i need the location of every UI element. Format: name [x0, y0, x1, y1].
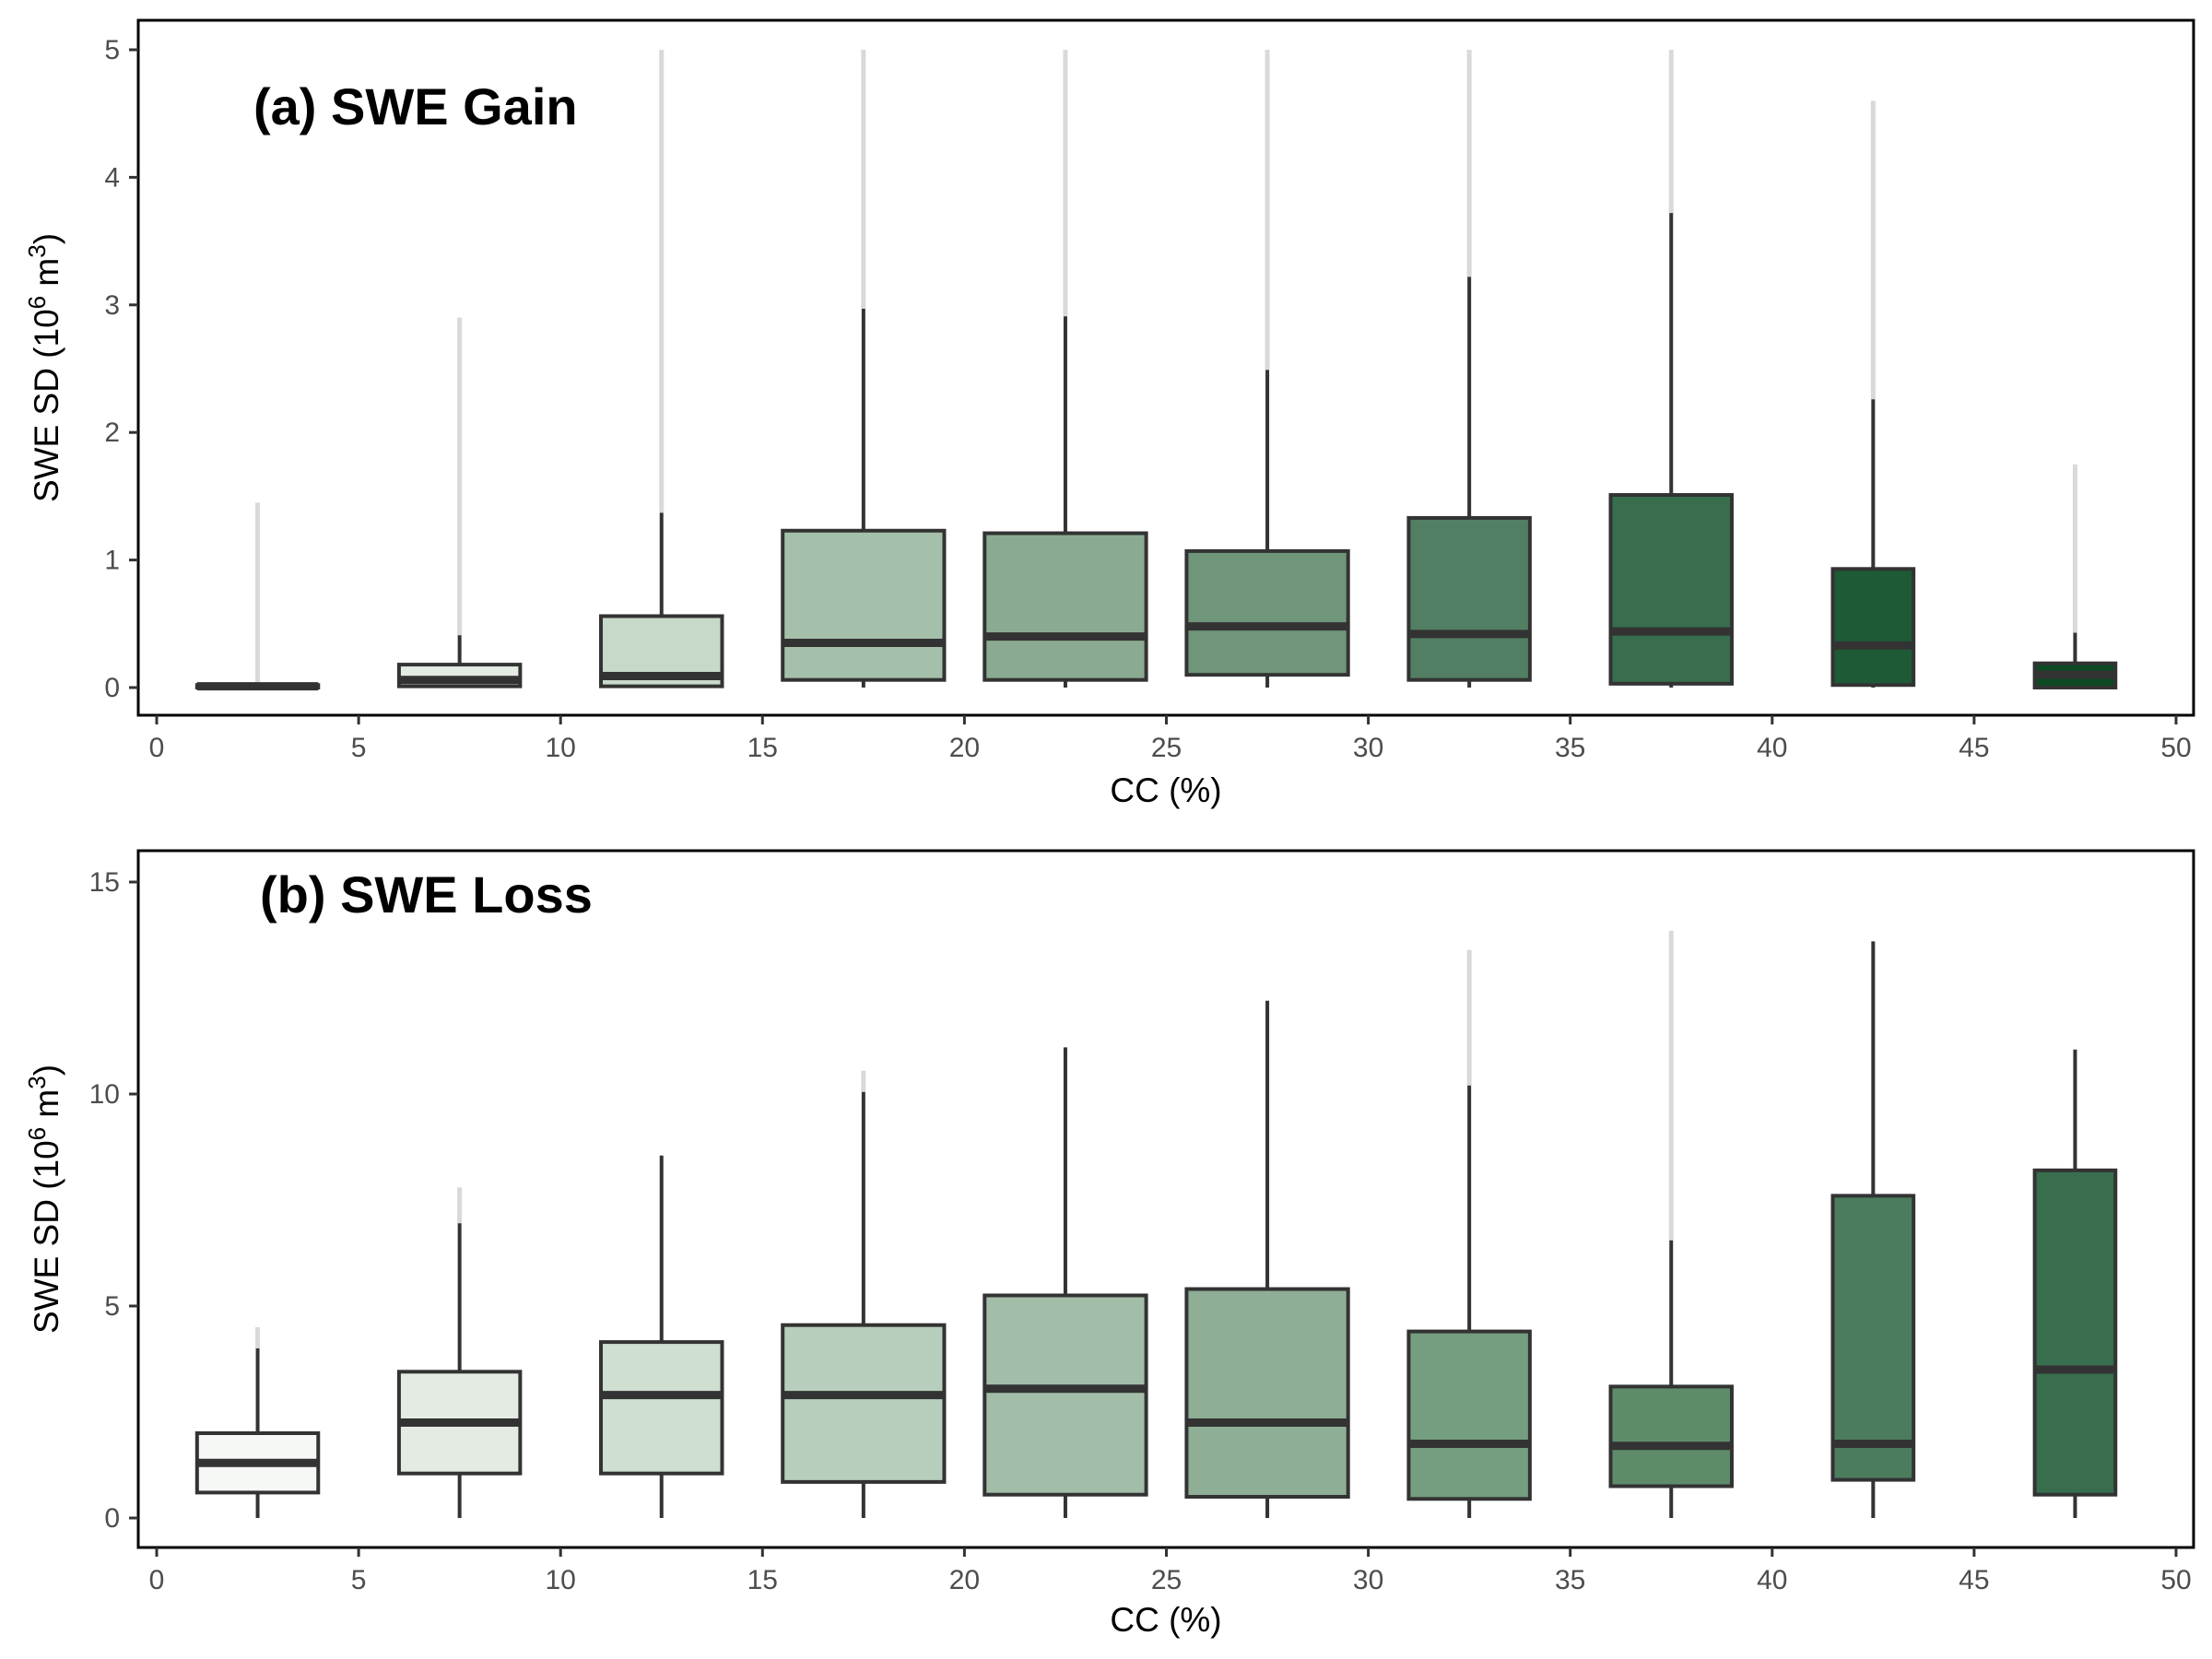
box-iqr — [781, 528, 947, 682]
box-iqr — [982, 1293, 1148, 1497]
box-8 — [1608, 50, 1734, 688]
x-tick-label: 0 — [149, 1565, 165, 1595]
x-axis: 0 5 10 15 20 25 30 35 40 45 50 — [149, 715, 2192, 763]
box-iqr — [1184, 548, 1350, 677]
y-axis-title: SWE SD (106 m3) — [23, 233, 65, 502]
y-tick-label: 0 — [104, 673, 120, 703]
box-iqr — [982, 531, 1148, 682]
x-tick-label: 40 — [1757, 1565, 1787, 1595]
x-tick-label: 35 — [1555, 733, 1585, 763]
box-1 — [194, 502, 321, 691]
box-5 — [982, 50, 1148, 688]
box-iqr — [1184, 1287, 1350, 1499]
box-10 — [2032, 1049, 2118, 1518]
x-tick-label: 25 — [1151, 733, 1182, 763]
y-tick-label: 1 — [104, 546, 120, 576]
box-9 — [1830, 941, 1916, 1518]
y-tick-label: 0 — [104, 1503, 120, 1534]
box-iqr — [599, 1340, 724, 1476]
x-tick-label: 15 — [747, 1565, 778, 1595]
y-axis: 0 5 10 15 — [89, 867, 138, 1534]
box-iqr — [1608, 1384, 1734, 1488]
panel-swe-loss: 0 5 10 15 0 5 10 15 20 25 30 35 40 45 50 (b) SWE Loss… — [23, 849, 2195, 1639]
x-tick-label: 35 — [1555, 1565, 1585, 1595]
y-tick-label: 10 — [89, 1079, 120, 1110]
x-tick-label: 10 — [546, 733, 576, 763]
x-tick-label: 5 — [351, 733, 367, 763]
y-tick-label: 2 — [104, 418, 120, 448]
x-axis-title: CC (%) — [1110, 771, 1221, 809]
box-7 — [1406, 50, 1532, 688]
x-tick-label: 30 — [1353, 733, 1383, 763]
box-iqr — [2032, 1168, 2118, 1497]
box-2 — [396, 317, 523, 688]
box-group — [194, 50, 2118, 691]
box-10 — [2032, 464, 2118, 689]
box-iqr — [1406, 515, 1532, 682]
box-group — [194, 930, 2118, 1518]
x-axis: 0 5 10 15 20 25 30 35 40 45 50 — [149, 1547, 2192, 1595]
x-tick-label: 45 — [1959, 1565, 1989, 1595]
y-tick-label: 3 — [104, 290, 120, 321]
x-tick-label: 20 — [949, 733, 980, 763]
box-iqr — [1608, 493, 1734, 686]
panel-title: (a) SWE Gain — [253, 77, 578, 135]
x-axis-title: CC (%) — [1110, 1601, 1221, 1639]
x-tick-label: 50 — [2160, 733, 2191, 763]
box-3 — [599, 50, 724, 688]
y-axis-title: SWE SD (106 m3) — [23, 1065, 65, 1334]
x-tick-label: 20 — [949, 1565, 980, 1595]
box-5 — [982, 1047, 1148, 1518]
y-tick-label: 4 — [104, 162, 120, 193]
box-iqr — [781, 1323, 947, 1484]
box-3 — [599, 1155, 724, 1518]
x-tick-label: 0 — [149, 733, 165, 763]
box-4 — [781, 50, 947, 688]
panel-title: (b) SWE Loss — [260, 865, 593, 924]
y-tick-label: 15 — [89, 867, 120, 898]
x-tick-label: 30 — [1353, 1565, 1383, 1595]
y-tick-label: 5 — [104, 35, 120, 65]
x-tick-label: 40 — [1757, 733, 1787, 763]
box-8 — [1608, 930, 1734, 1518]
box-2 — [396, 1187, 523, 1518]
box-4 — [781, 1070, 947, 1518]
x-tick-label: 25 — [1151, 1565, 1182, 1595]
box-6 — [1184, 1000, 1350, 1518]
box-7 — [1406, 949, 1532, 1518]
box-9 — [1830, 100, 1916, 688]
x-tick-label: 10 — [546, 1565, 576, 1595]
y-tick-label: 5 — [104, 1291, 120, 1322]
box-iqr — [1406, 1329, 1532, 1501]
box-iqr — [1830, 1194, 1916, 1482]
box-iqr — [1830, 567, 1916, 688]
box-1 — [194, 1327, 321, 1518]
x-tick-label: 15 — [747, 733, 778, 763]
x-tick-label: 45 — [1959, 733, 1989, 763]
y-axis: 0 1 2 3 4 5 — [104, 35, 138, 703]
box-6 — [1184, 50, 1350, 688]
x-tick-label: 50 — [2160, 1565, 2191, 1595]
x-tick-label: 5 — [351, 1565, 367, 1595]
